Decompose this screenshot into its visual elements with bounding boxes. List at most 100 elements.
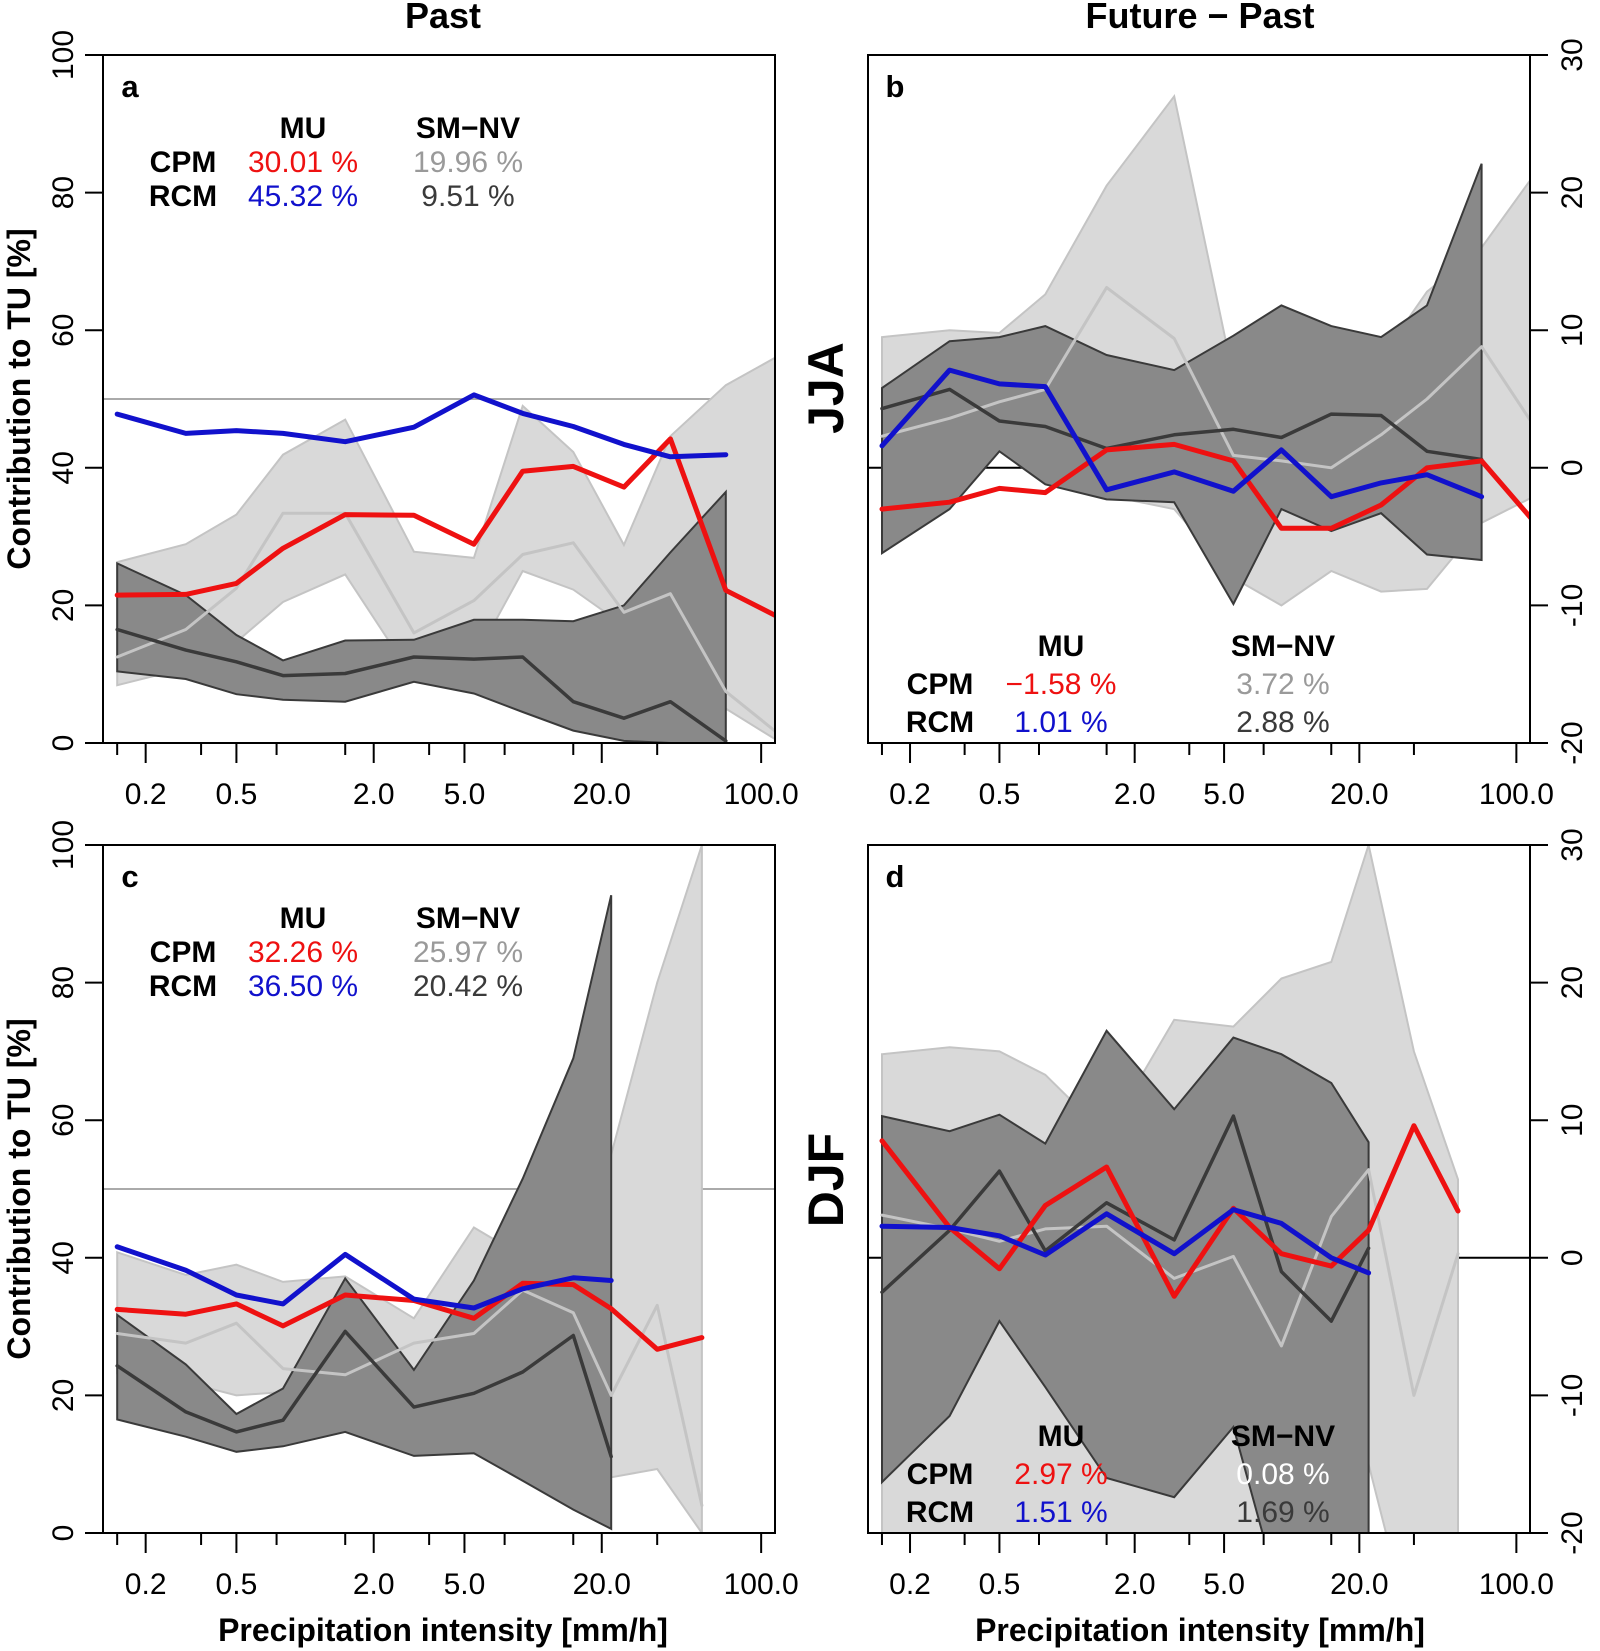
legend-row-cpm: CPM xyxy=(907,668,974,701)
x-tick-label: 5.0 xyxy=(444,1568,486,1601)
y-tick-label: 40 xyxy=(47,1241,80,1274)
y-tick-label: 10 xyxy=(1556,314,1589,347)
legend-cpm-smnv-value: 3.72 % xyxy=(1236,668,1329,701)
legend-rcm-smnv-value: 1.69 % xyxy=(1236,1496,1329,1529)
legend-cpm-mu-value: 30.01 % xyxy=(248,146,358,179)
plot-area xyxy=(868,845,1530,1533)
legend-cpm-mu-value: 2.97 % xyxy=(1014,1458,1107,1491)
legend-cpm-smnv-value: 25.97 % xyxy=(413,936,523,969)
y-axis-title: Contribution to TU [%] xyxy=(1,228,37,569)
line-cpm-mu xyxy=(879,1123,1461,1299)
legend-rcm-smnv-value: 20.42 % xyxy=(413,970,523,1003)
x-axis-title-right: Precipitation intensity [mm/h] xyxy=(975,1612,1425,1648)
x-tick-label: 0.5 xyxy=(979,778,1021,811)
legend: MU SM−NV CPM RCM −1.58 % 1.01 % 3.72 % 2.88 % xyxy=(906,630,1335,739)
y-tick-label: 30 xyxy=(1556,38,1589,71)
legend-header-smnv: SM−NV xyxy=(1231,1420,1335,1453)
x-tick-label: 100.0 xyxy=(724,1568,799,1601)
y-tick-label: 100 xyxy=(47,30,80,80)
band-rcm-smnv xyxy=(116,489,727,743)
line-rcm-smnv xyxy=(880,387,1484,462)
x-tick-label: 5.0 xyxy=(444,778,486,811)
column-title-future-past: Future − Past xyxy=(1085,0,1314,36)
panel-letter: a xyxy=(121,69,139,104)
legend-rcm-mu-value: 45.32 % xyxy=(248,180,358,213)
plot-area xyxy=(103,845,775,1533)
y-tick-label: 80 xyxy=(47,966,80,999)
legend-row-cpm: CPM xyxy=(150,936,217,969)
y-tick-label: 100 xyxy=(47,820,80,870)
y-tick-label: -20 xyxy=(1556,721,1589,764)
row-label-jja: JJA xyxy=(798,342,854,434)
y-tick-label: 20 xyxy=(1556,176,1589,209)
legend-rcm-mu-value: 1.51 % xyxy=(1014,1496,1107,1529)
legend-row-rcm: RCM xyxy=(906,706,974,739)
panel-frame xyxy=(867,54,1531,744)
y-tick-label: 40 xyxy=(47,451,80,484)
y-tick-label: 60 xyxy=(47,1104,80,1137)
y-tick-label: 10 xyxy=(1556,1104,1589,1137)
panel-letter: c xyxy=(121,859,138,894)
x-tick-label: 2.0 xyxy=(1114,1568,1156,1601)
x-tick-label: 20.0 xyxy=(573,1568,631,1601)
x-tick-label: 2.0 xyxy=(353,1568,395,1601)
panel-letter: d xyxy=(886,859,905,894)
legend-cpm-smnv-value: 0.08 % xyxy=(1236,1458,1329,1491)
x-axis-title-left: Precipitation intensity [mm/h] xyxy=(218,1612,668,1648)
line-cpm-smnv xyxy=(115,1288,704,1507)
line-rcm-mu xyxy=(879,1207,1372,1276)
line-cpm-mu xyxy=(114,436,775,619)
x-tick-label: 0.2 xyxy=(125,1568,167,1601)
x-tick-label: 0.2 xyxy=(125,778,167,811)
x-tick-label: 5.0 xyxy=(1203,778,1245,811)
legend-cpm-mu-value: −1.58 % xyxy=(1006,668,1117,701)
line-rcm-mu xyxy=(114,392,729,460)
panel-frame xyxy=(867,844,1531,1534)
panel-frame xyxy=(102,54,776,744)
legend-row-cpm: CPM xyxy=(150,146,217,179)
x-tick-label: 2.0 xyxy=(1114,778,1156,811)
line-rcm-smnv xyxy=(115,1329,613,1459)
y-tick-label: 80 xyxy=(47,176,80,209)
line-cpm-smnv xyxy=(880,286,1530,470)
x-tick-label: 0.5 xyxy=(216,1568,258,1601)
legend-row-cpm: CPM xyxy=(907,1458,974,1491)
plot-area xyxy=(103,356,775,743)
y-tick-label: -20 xyxy=(1556,1511,1589,1554)
legend-header-mu: MU xyxy=(1038,630,1085,663)
x-tick-label: 2.0 xyxy=(353,778,395,811)
legend-cpm-mu-value: 32.26 % xyxy=(248,936,358,969)
panel-d: 0.2 0.5 2.0 5.0 20.0 100.0-20 -10 0 10 20 30 d MU SM−… xyxy=(867,828,1589,1601)
legend-header-smnv: SM−NV xyxy=(1231,630,1335,663)
legend: MU SM−NV CPM RCM 2.97 % 1.51 % 0.08 % 1.69 % xyxy=(906,1420,1335,1529)
line-rcm-smnv xyxy=(115,627,728,743)
line-cpm-mu xyxy=(879,441,1530,531)
line-cpm-smnv xyxy=(115,511,775,733)
y-tick-label: 20 xyxy=(47,1379,80,1412)
x-tick-label: 0.2 xyxy=(889,1568,931,1601)
panel-a: 0.2 0.5 2.0 5.0 20.0 100.0 0 20 40 60 80 100 Contrib… xyxy=(1,30,799,811)
x-tick-label: 100.0 xyxy=(724,778,799,811)
x-tick-label: 20.0 xyxy=(1330,1568,1388,1601)
panel-frame xyxy=(102,844,776,1534)
y-tick-label: -10 xyxy=(1556,584,1589,627)
x-tick-label: 100.0 xyxy=(1479,778,1554,811)
y-tick-label: 0 xyxy=(1556,1249,1589,1266)
panel-b: 0.2 0.5 2.0 5.0 20.0 100.0-20 -10 0 10 20 30 b MU SM−… xyxy=(867,38,1589,811)
y-tick-label: 20 xyxy=(47,589,80,622)
line-rcm-mu xyxy=(879,367,1485,500)
legend-header-mu: MU xyxy=(280,112,327,145)
y-tick-label: 30 xyxy=(1556,828,1589,861)
legend-cpm-smnv-value: 19.96 % xyxy=(413,146,523,179)
y-tick-label: 0 xyxy=(47,735,80,752)
row-label-djf: DJF xyxy=(798,1133,854,1227)
y-tick-label: 0 xyxy=(1556,459,1589,476)
y-axis-title: Contribution to TU [%] xyxy=(1,1018,37,1359)
panel-letter: b xyxy=(886,69,905,104)
chart-panels: 0.2 0.5 2.0 5.0 20.0 100.0020406080100Contrib… xyxy=(1,30,1589,1601)
line-rcm-smnv xyxy=(880,1114,1371,1323)
y-tick-label: 20 xyxy=(1556,966,1589,999)
